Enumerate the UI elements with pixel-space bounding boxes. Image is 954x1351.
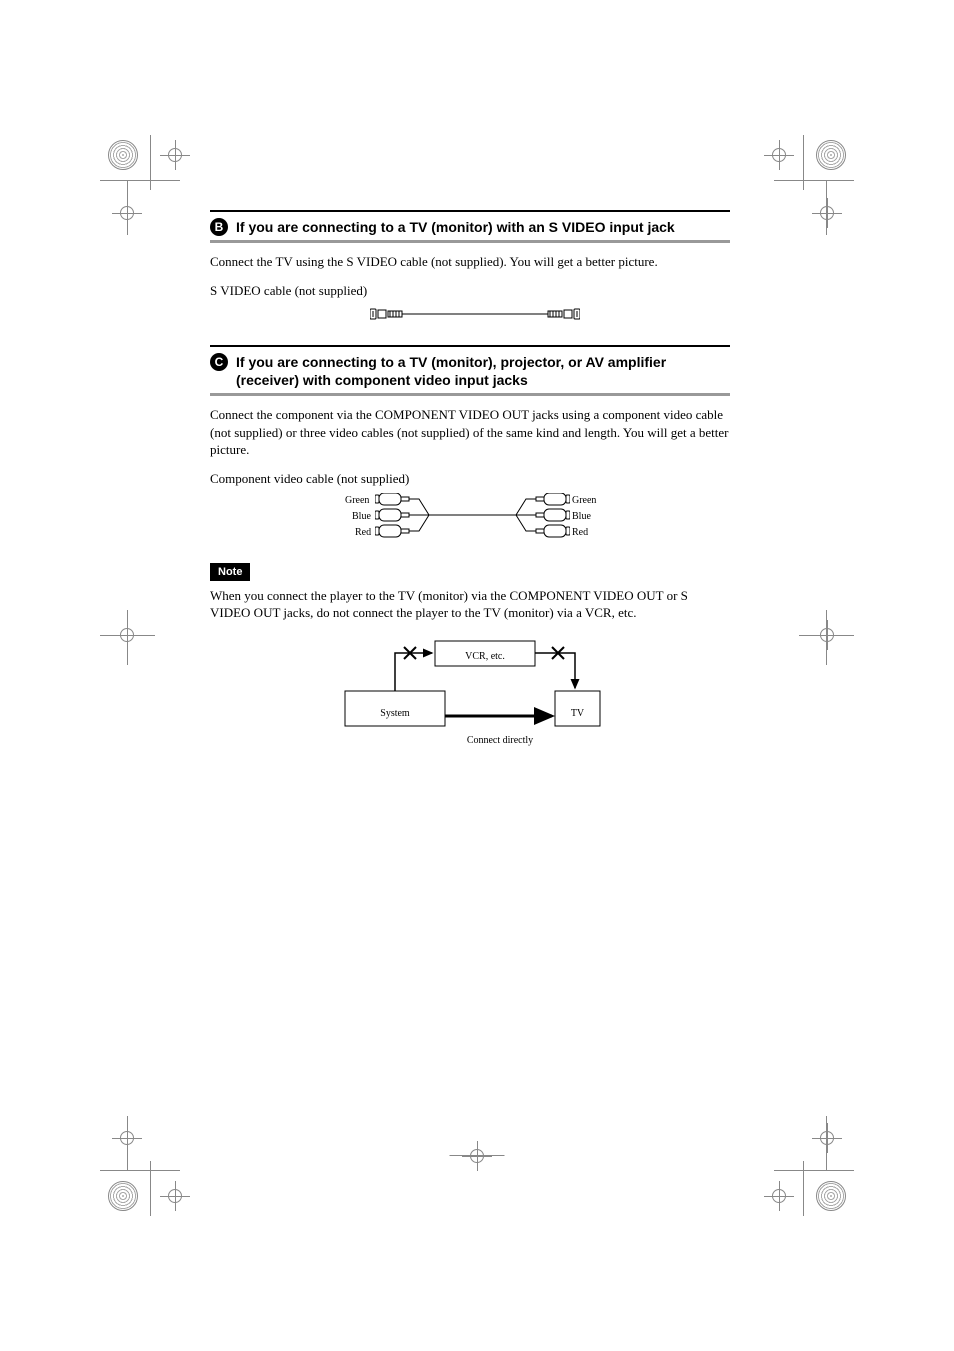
section-c-header: C If you are connecting to a TV (monitor…: [210, 353, 730, 389]
svideo-cable-icon: [370, 305, 580, 323]
reg-cross-icon: [812, 198, 842, 228]
note-badge: Note: [210, 563, 250, 581]
reg-circle-icon: [108, 140, 138, 170]
reg-line: [100, 180, 180, 181]
reg-line: [799, 635, 854, 636]
reg-line: [100, 1170, 180, 1171]
registration-mark-tr: [816, 140, 846, 170]
reg-cross-icon: [160, 1181, 190, 1211]
section-b-header: B If you are connecting to a TV (monitor…: [210, 218, 730, 236]
reg-line: [450, 1155, 505, 1156]
registration-mark-tl: [108, 140, 138, 170]
section-c-badge: C: [210, 353, 228, 371]
reg-circle-icon: [816, 1181, 846, 1211]
section-c-title: If you are connecting to a TV (monitor),…: [236, 353, 730, 389]
section-divider-gray: [210, 393, 730, 396]
reg-line: [826, 1116, 827, 1171]
page-content: B If you are connecting to a TV (monitor…: [210, 210, 730, 756]
registration-mark-bl: [108, 1181, 138, 1211]
diagram-tv-label: TV: [555, 708, 600, 719]
rca-label-green-right: Green: [572, 495, 596, 506]
reg-cross-icon: [764, 140, 794, 170]
registration-cross-tr2: [812, 198, 842, 228]
reg-line: [127, 610, 128, 665]
note-body: When you connect the player to the TV (m…: [210, 587, 730, 622]
section-c-body: Connect the component via the COMPONENT …: [210, 406, 730, 459]
reg-line: [127, 180, 128, 235]
diagram-connect-label: Connect directly: [445, 735, 555, 746]
reg-line: [826, 180, 827, 235]
section-divider-gray: [210, 240, 730, 243]
reg-line: [774, 180, 854, 181]
reg-line: [803, 1161, 804, 1216]
reg-circle-icon: [108, 1181, 138, 1211]
section-c-text: Connect the component via the COMPONENT …: [210, 406, 730, 459]
section-b-badge: B: [210, 218, 228, 236]
reg-line: [803, 135, 804, 190]
registration-cross-tl: [160, 140, 190, 170]
reg-cross-icon: [764, 1181, 794, 1211]
section-b-body: Connect the TV using the S VIDEO cable (…: [210, 253, 730, 271]
diagram-player-label: System: [345, 708, 445, 719]
diagram-vcr-label: VCR, etc.: [435, 651, 535, 662]
connection-diagram: VCR, etc. System TV Connect directly: [340, 636, 730, 756]
reg-circle-icon: [816, 140, 846, 170]
section-divider: [210, 210, 730, 212]
rca-label-red-left: Red: [355, 527, 371, 538]
component-cable-label: Component video cable (not supplied): [210, 471, 730, 487]
section-b-text: Connect the TV using the S VIDEO cable (…: [210, 253, 730, 271]
section-divider: [210, 345, 730, 347]
reg-cross-icon: [812, 1123, 842, 1153]
registration-cross-bl: [160, 1181, 190, 1211]
reg-line: [150, 135, 151, 190]
reg-cross-icon: [160, 140, 190, 170]
reg-line: [774, 1170, 854, 1171]
rca-label-green-left: Green: [345, 495, 369, 506]
svideo-cable-label: S VIDEO cable (not supplied): [210, 283, 730, 299]
registration-cross-br: [764, 1181, 794, 1211]
component-cable-icon: [375, 493, 570, 543]
reg-line: [826, 610, 827, 665]
registration-cross-bc: [462, 1141, 492, 1171]
rca-label-blue-left: Blue: [352, 511, 371, 522]
registration-mark-br: [816, 1181, 846, 1211]
reg-line: [100, 635, 155, 636]
rca-label-red-right: Red: [572, 527, 588, 538]
reg-cross-icon: [462, 1141, 492, 1171]
registration-cross-br2: [812, 1123, 842, 1153]
reg-line: [150, 1161, 151, 1216]
rca-label-blue-right: Blue: [572, 511, 591, 522]
registration-cross-tr: [764, 140, 794, 170]
reg-line: [127, 1116, 128, 1171]
section-b-title: If you are connecting to a TV (monitor) …: [236, 218, 675, 236]
